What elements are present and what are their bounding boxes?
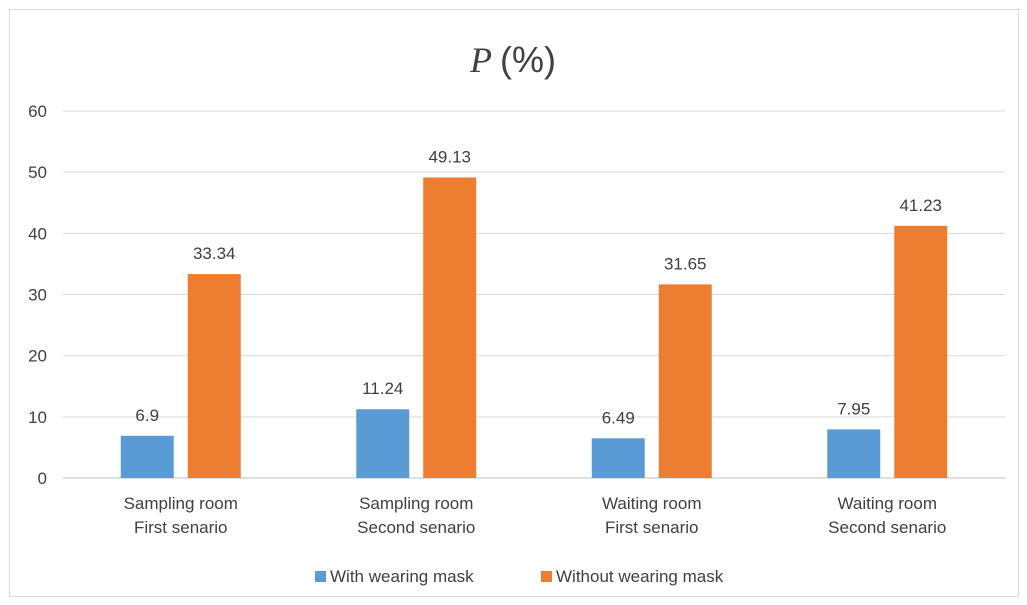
data-label: 49.13 bbox=[428, 147, 471, 166]
bar-without-mask-1 bbox=[423, 177, 477, 478]
category-label: First senario bbox=[605, 518, 699, 537]
y-tick-label: 0 bbox=[38, 469, 47, 488]
legend-swatch-with-mask bbox=[315, 571, 326, 582]
bars bbox=[120, 177, 948, 478]
category-label: Waiting room bbox=[602, 494, 702, 513]
legend-label: With wearing mask bbox=[330, 567, 474, 586]
data-label: 6.49 bbox=[602, 408, 635, 427]
bar-with-mask-2 bbox=[591, 438, 645, 478]
data-label: 31.65 bbox=[664, 254, 707, 273]
data-label: 7.95 bbox=[837, 399, 870, 418]
category-label: First senario bbox=[134, 518, 228, 537]
y-tick-label: 30 bbox=[28, 286, 47, 305]
category-label: Sampling room bbox=[124, 494, 238, 513]
y-tick-label: 20 bbox=[28, 347, 47, 366]
bar-without-mask-2 bbox=[658, 284, 712, 478]
legend: With wearing mask Without wearing mask bbox=[315, 567, 724, 586]
y-tick-label: 10 bbox=[28, 408, 47, 427]
chart-title: P (%) bbox=[469, 39, 556, 80]
data-label: 41.23 bbox=[899, 196, 942, 215]
category-label: Second senario bbox=[357, 518, 475, 537]
bar-without-mask-0 bbox=[187, 274, 241, 478]
category-label: Waiting room bbox=[837, 494, 937, 513]
data-labels: 6.9 33.34 11.24 49.13 6.49 31.65 7.95 41.23 bbox=[135, 147, 942, 427]
y-tick-label: 50 bbox=[28, 163, 47, 182]
y-axis-ticks: 0 10 20 30 40 50 60 bbox=[28, 102, 47, 488]
x-axis-categories: Sampling room First senario Sampling room S… bbox=[124, 494, 947, 537]
data-label: 11.24 bbox=[362, 379, 403, 398]
legend-swatch-without-mask bbox=[541, 571, 552, 582]
bar-without-mask-3 bbox=[894, 225, 948, 478]
bar-with-mask-1 bbox=[356, 409, 410, 478]
bar-with-mask-0 bbox=[120, 435, 174, 478]
data-label: 6.9 bbox=[135, 406, 159, 425]
bar-with-mask-3 bbox=[827, 429, 881, 478]
chart-frame bbox=[9, 9, 1019, 597]
legend-label: Without wearing mask bbox=[556, 567, 724, 586]
y-tick-label: 60 bbox=[28, 102, 47, 121]
data-label: 33.34 bbox=[193, 244, 236, 263]
category-label: Second senario bbox=[828, 518, 946, 537]
category-label: Sampling room bbox=[359, 494, 473, 513]
y-tick-label: 40 bbox=[28, 224, 47, 243]
